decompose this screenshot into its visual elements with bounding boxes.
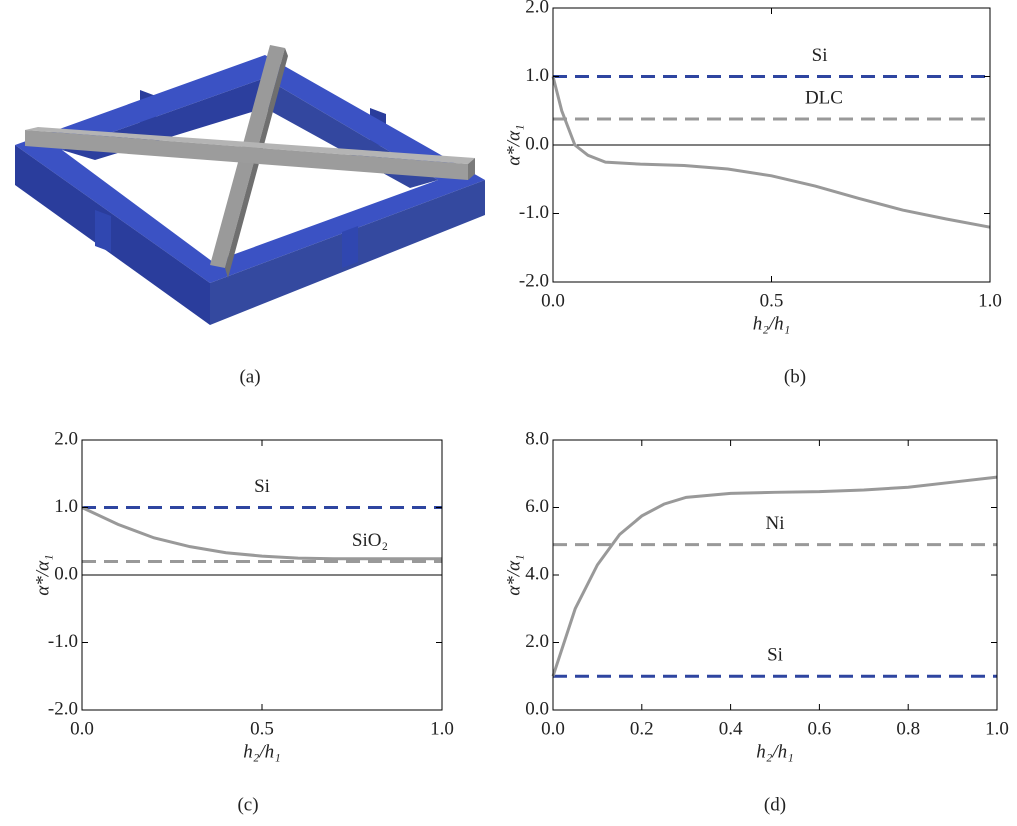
series-label: Si [812,45,828,66]
panel-label: (b) [784,366,806,387]
x-tick-label: 1.0 [985,718,1009,739]
x-axis-label: h₂/h₁ [756,741,794,762]
y-tick-label: 0.0 [525,133,549,154]
x-tick-label: 0.2 [630,718,654,739]
x-tick-label: 0.5 [760,290,784,311]
y-tick-label: 6.0 [525,496,549,517]
x-tick-label: 0.0 [541,290,565,311]
y-tick-label: 2.0 [525,0,549,17]
y-tick-label: -1.0 [48,631,78,652]
y-tick-label: 8.0 [525,428,549,449]
x-tick-label: 1.0 [430,718,454,739]
y-tick-label: -1.0 [519,202,549,223]
panel-label: (c) [237,794,258,815]
y-axis-label: α*/α₁ [32,554,53,595]
y-tick-label: 1.0 [525,65,549,86]
x-tick-label: 0.8 [896,718,920,739]
plot-frame [553,440,997,710]
series-label: Ni [766,513,785,534]
frame-side [15,145,210,325]
y-tick-label: 1.0 [54,496,78,517]
x-tick-label: 0.5 [250,718,274,739]
illustration [15,45,485,325]
panel-label: (a) [239,366,260,387]
y-tick-label: 4.0 [525,563,549,584]
tab [95,210,111,252]
y-axis-label: α*/α₁ [503,124,524,165]
series-label: Si [254,476,270,497]
y-tick-label: -2.0 [519,270,549,291]
x-tick-label: 1.0 [978,290,1002,311]
x-tick-label: 0.0 [541,718,565,739]
x-tick-label: 0.6 [808,718,832,739]
x-axis-label: h₂/h₁ [243,741,281,762]
x-tick-label: 0.0 [70,718,94,739]
y-axis-label: α*/α₁ [503,554,524,595]
panel-label: (d) [764,794,786,815]
x-axis-label: h₂/h₁ [753,313,791,334]
y-tick-label: 2.0 [54,428,78,449]
series-label: Si [767,645,783,666]
y-tick-label: -2.0 [48,698,78,719]
y-tick-label: 2.0 [525,631,549,652]
series-label: DLC [805,87,843,108]
series-label: SiO₂ [352,530,388,551]
y-tick-label: 0.0 [525,698,549,719]
tab [342,226,358,268]
x-tick-label: 0.4 [719,718,743,739]
y-tick-label: 0.0 [54,563,78,584]
figure: (a) (b) (c) (d) Si DLC -2.0 -1.0 0.0 1.0 2.0 0.… [0,0,1017,826]
curve [553,77,990,228]
